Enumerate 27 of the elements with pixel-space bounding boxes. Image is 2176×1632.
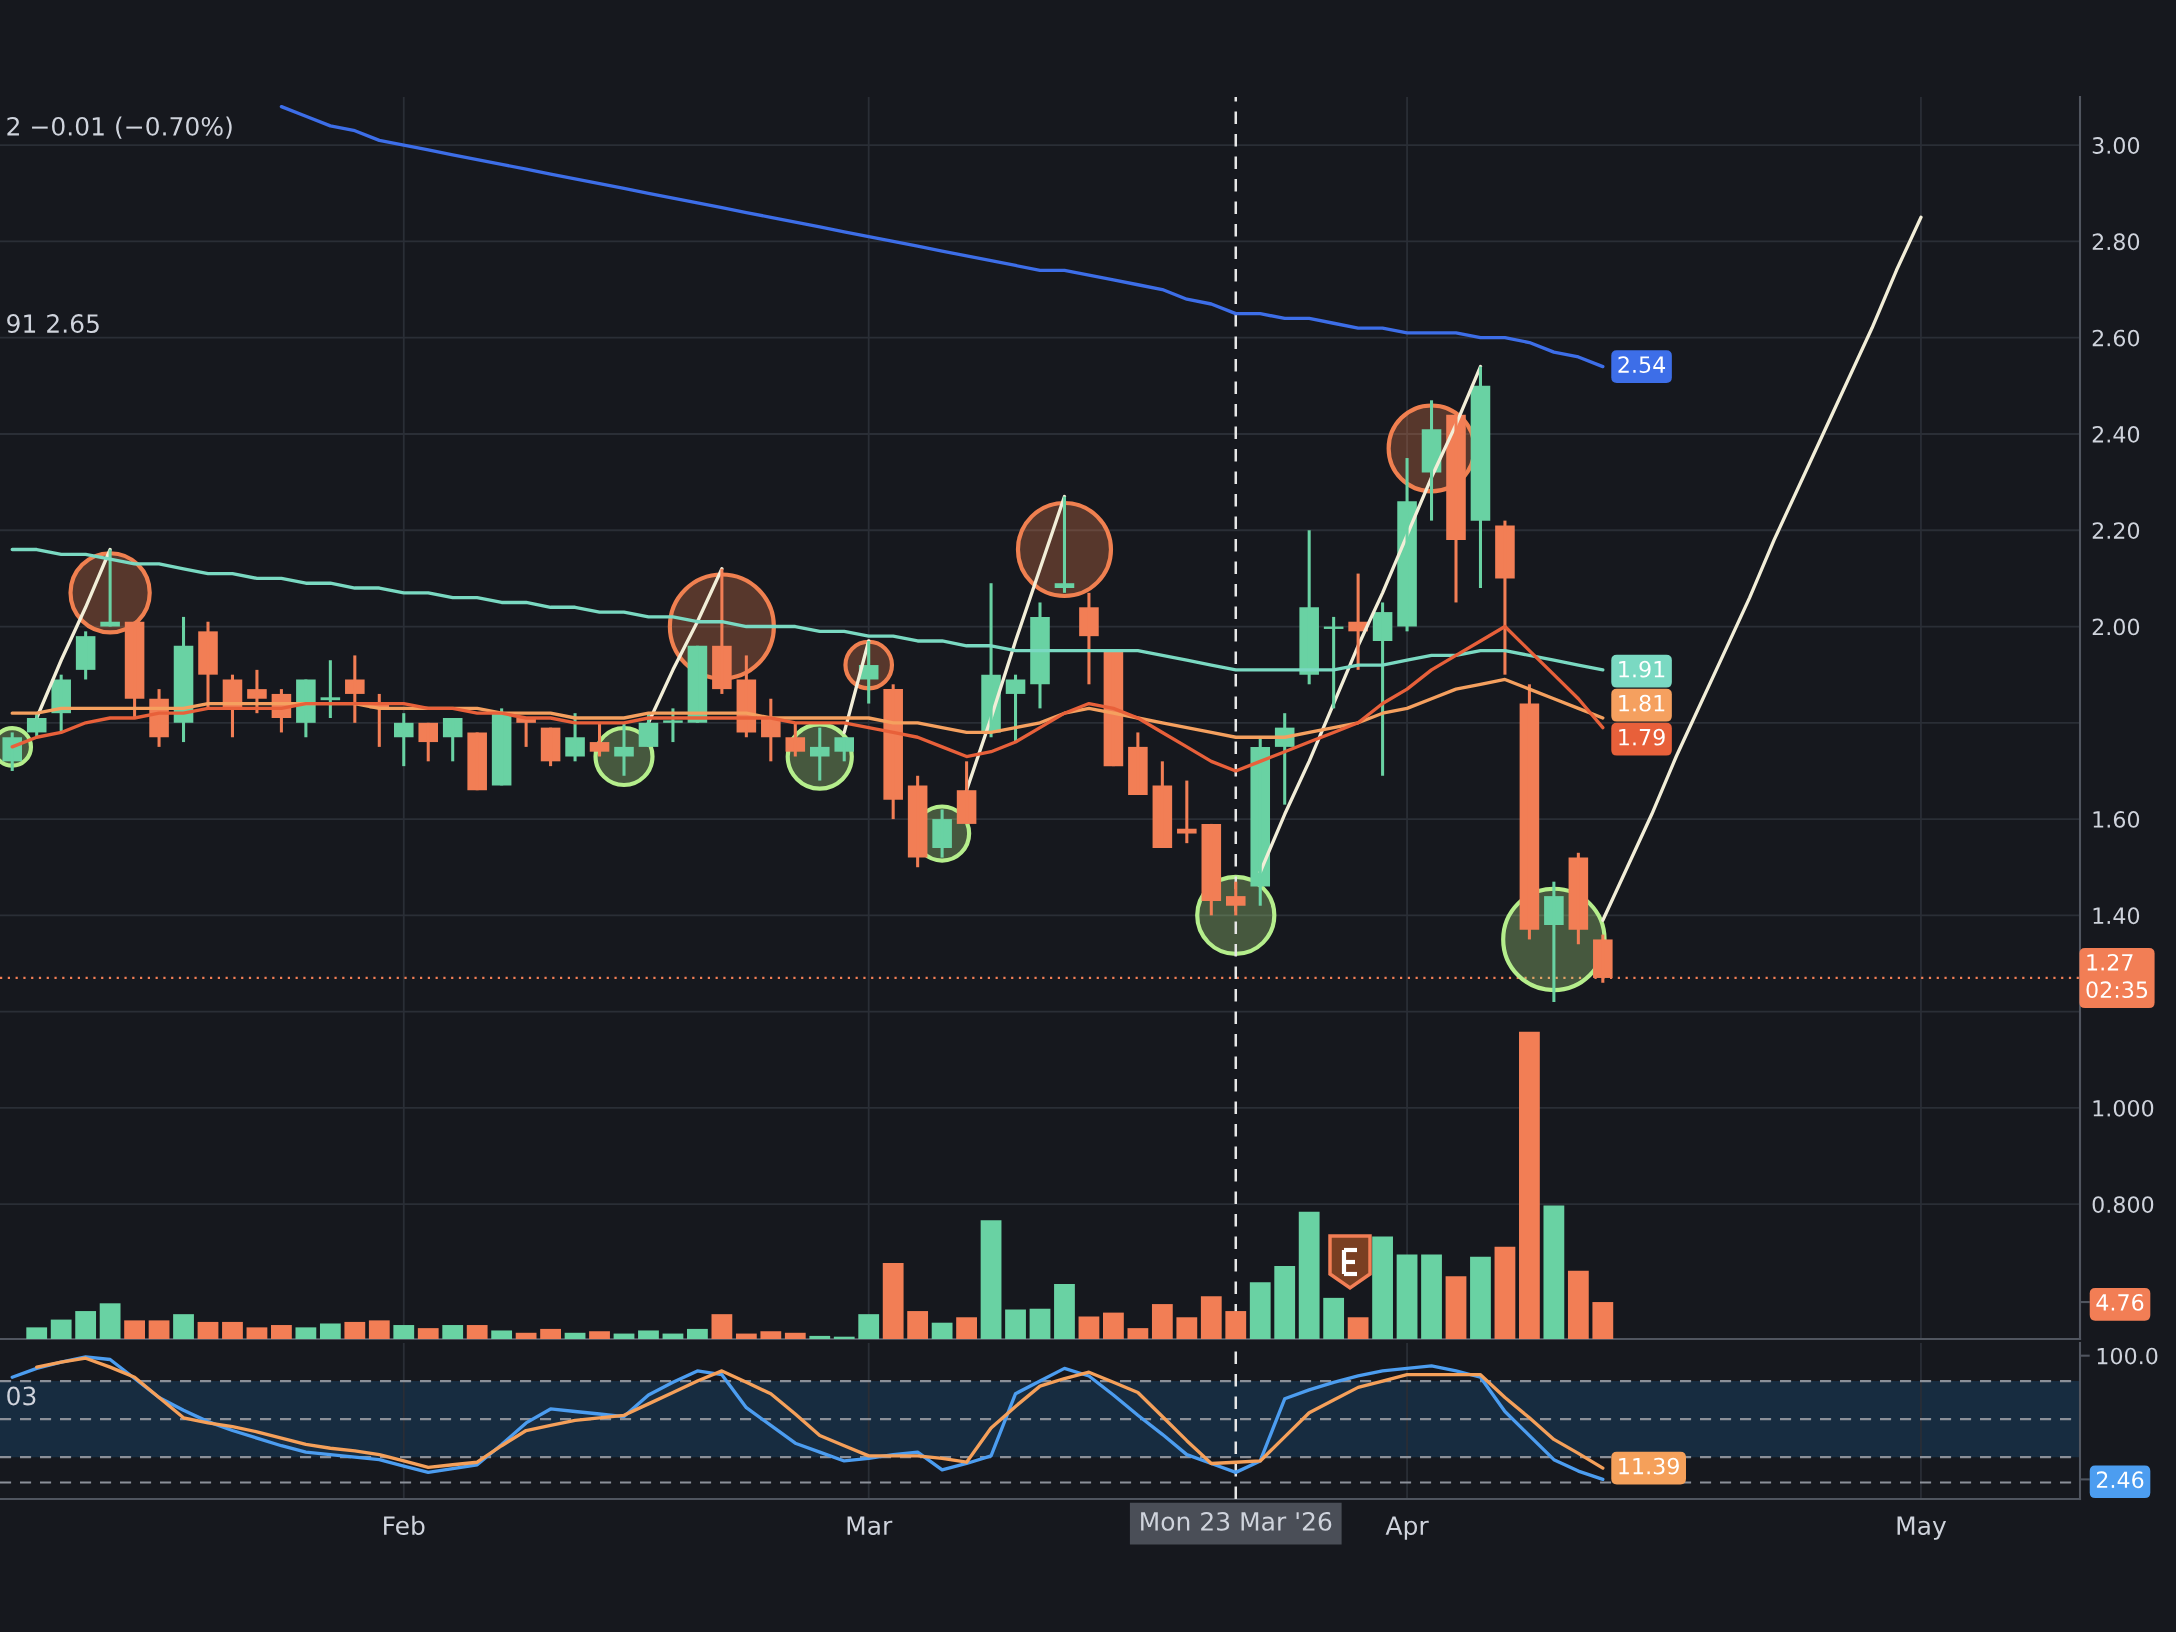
x-tick-label: Mar (847, 1516, 893, 1536)
y-tick-label: 3.00 (2092, 137, 2140, 154)
data-label: 1.91 (1619, 660, 1665, 678)
y-tick-label: 0.800 (2092, 1196, 2154, 1213)
x-tick-label: Feb (384, 1515, 425, 1536)
y-tick-label: 2.40 (2092, 425, 2140, 443)
y-tick-label: 2.46 (2096, 1471, 2144, 1489)
y-tick-label: 2.60 (2092, 329, 2140, 347)
data-label: 1.79 (1619, 728, 1665, 746)
data-label: 2.54 (1618, 356, 1666, 374)
y-tick-label: 2.20 (2092, 522, 2140, 540)
ref-line-label: 1.27 02:35 (2086, 953, 2148, 999)
y-tick-label: 1.40 (2093, 907, 2140, 925)
annotation: 2 −0.01 (−0.70%) (7, 116, 232, 139)
data-label: 11.39 (1619, 1457, 1679, 1475)
y-tick-label: 1.60 (2093, 811, 2140, 828)
y-tick-label: 2.80 (2092, 233, 2140, 251)
y-tick-label: 4.76 (2096, 1294, 2144, 1311)
data-label: 1.81 (1619, 694, 1665, 712)
x-tick-label: May (1897, 1516, 1947, 1540)
y-tick-label: 100.0 (2097, 1347, 2158, 1365)
text: Mon 23 Mar '26 (1141, 1511, 1332, 1531)
y-tick-label: 1.000 (2093, 1099, 2154, 1117)
y-tick-label: 2.00 (2092, 618, 2140, 636)
annotation: 91 2.65 (7, 314, 99, 334)
annotation: 03 (7, 1386, 36, 1406)
x-tick-label: Apr (1385, 1516, 1429, 1540)
